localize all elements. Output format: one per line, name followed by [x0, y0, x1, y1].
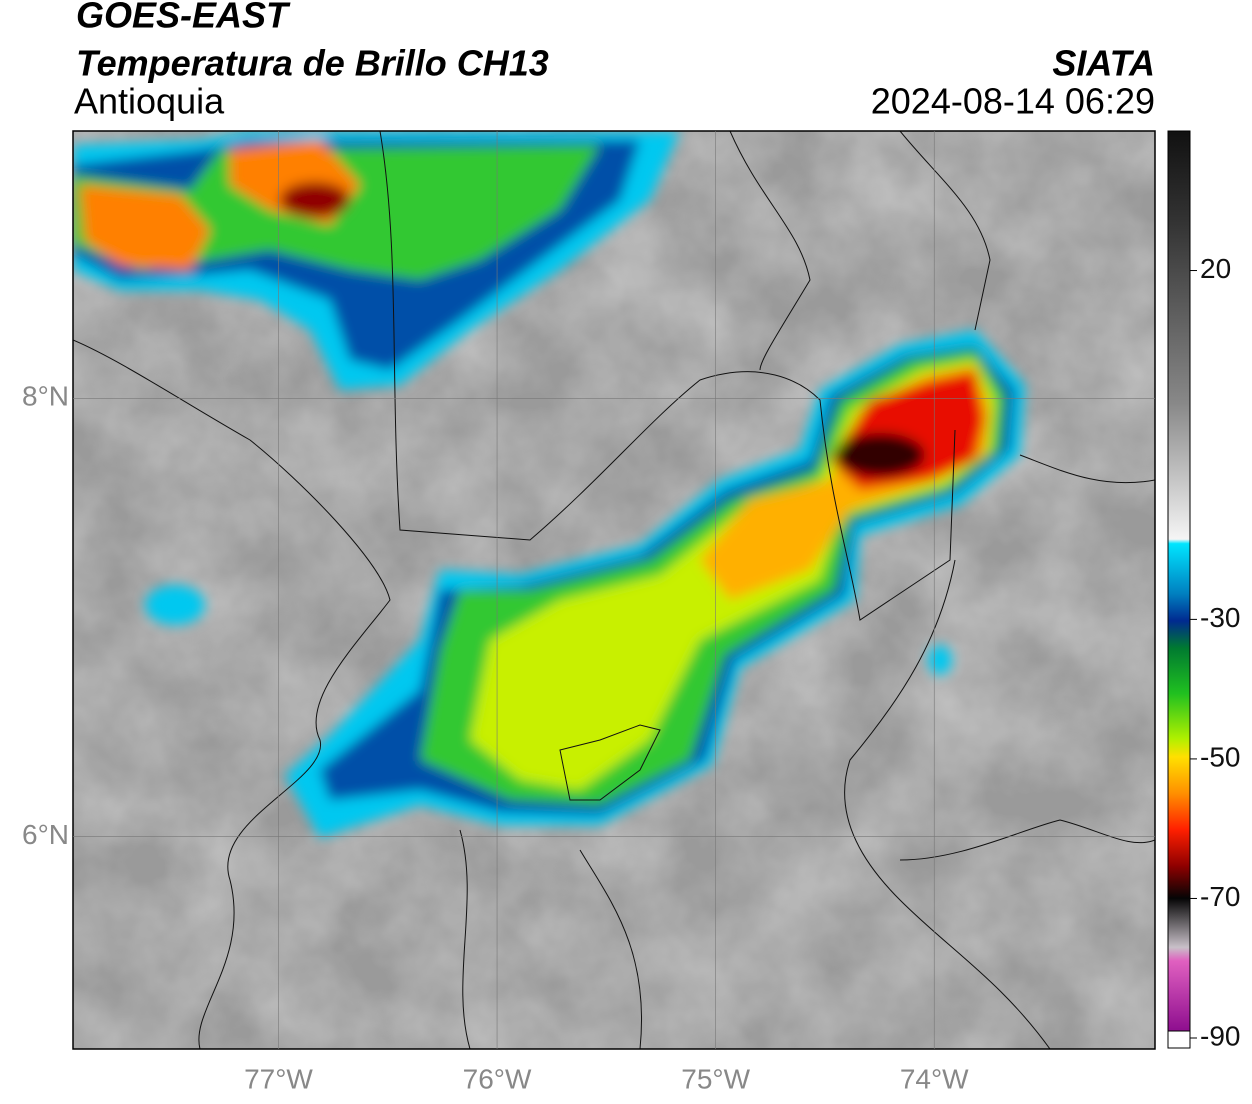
region: Antioquia — [74, 81, 225, 122]
source: SIATA — [1052, 43, 1155, 84]
colorbar-tick-label: -70 — [1200, 881, 1240, 912]
colorbar-tick-label: -30 — [1200, 602, 1240, 633]
colorbar — [1167, 130, 1191, 1049]
y-tick-label: 8°N — [22, 381, 69, 412]
map-frame — [72, 130, 1156, 1050]
x-tick-label: 74°W — [900, 1063, 969, 1094]
x-tick-label: 76°W — [463, 1063, 532, 1094]
x-tick-label: 75°W — [681, 1063, 750, 1094]
colorbar-tick-label: -90 — [1200, 1020, 1240, 1051]
colorbar-frame — [1167, 130, 1191, 1049]
timestamp: 2024-08-14 06:29 — [871, 81, 1155, 122]
title: GOES-EAST — [76, 0, 291, 36]
storm-cells — [73, 131, 1025, 838]
boundaries — [73, 131, 1155, 1049]
colorbar-gradient — [1168, 131, 1190, 1038]
subtitle: Temperatura de Brillo CH13 — [76, 43, 549, 84]
map — [72, 130, 1156, 1050]
y-tick-label: 6°N — [22, 819, 69, 850]
colorbar-tick-label: 20 — [1200, 253, 1231, 284]
colorbar-under — [1167, 1030, 1191, 1049]
x-tick-label: 77°W — [244, 1063, 313, 1094]
colorbar-tick-label: -50 — [1200, 741, 1240, 772]
